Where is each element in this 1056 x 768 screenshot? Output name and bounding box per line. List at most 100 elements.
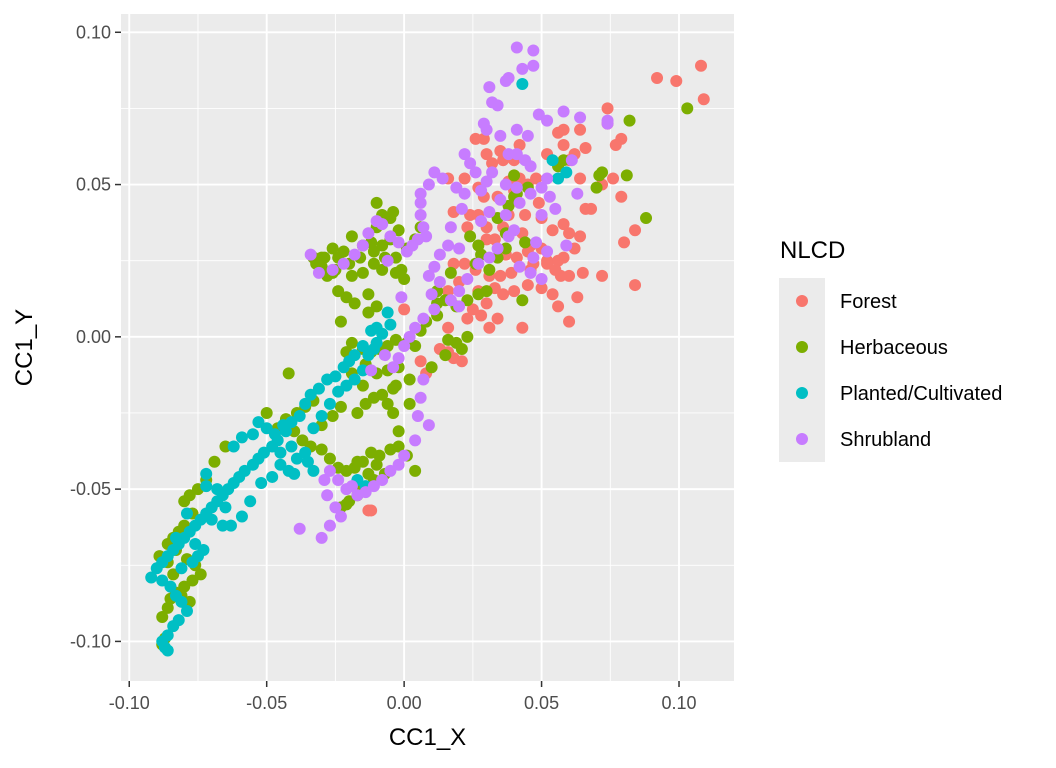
point-forest [574, 172, 587, 185]
point-shrubland [541, 172, 554, 185]
point-herbaceous [593, 169, 606, 182]
point-herbaceous [345, 269, 358, 282]
point-herbaceous [367, 245, 380, 258]
point-planted-cultivated [227, 440, 240, 453]
point-forest [497, 288, 510, 301]
point-planted-cultivated [301, 455, 314, 468]
point-forest [455, 355, 468, 368]
point-shrubland [521, 129, 534, 142]
point-shrubland [417, 373, 430, 386]
point-herbaceous [208, 455, 221, 468]
point-herbaceous [334, 315, 347, 328]
point-shrubland [469, 166, 482, 179]
point-shrubland [414, 187, 427, 200]
point-forest [651, 71, 664, 84]
point-shrubland [499, 178, 512, 191]
point-planted-cultivated [200, 467, 213, 480]
point-planted-cultivated [560, 166, 573, 179]
y-tick-label: -0.05 [70, 479, 111, 499]
point-shrubland [365, 364, 378, 377]
point-shrubland [535, 181, 548, 194]
point-planted-cultivated [356, 339, 369, 352]
point-shrubland [422, 419, 435, 432]
point-shrubland [293, 522, 306, 535]
point-shrubland [472, 257, 485, 270]
point-shrubland [422, 269, 435, 282]
point-forest [480, 297, 493, 310]
point-shrubland [392, 236, 405, 249]
point-shrubland [502, 148, 515, 161]
point-shrubland [527, 59, 540, 72]
point-planted-cultivated [376, 327, 389, 340]
legend-key-herbaceous [796, 341, 808, 353]
point-forest [510, 251, 523, 264]
point-shrubland [483, 251, 496, 264]
point-forest [458, 257, 471, 270]
point-planted-cultivated [348, 373, 361, 386]
point-herbaceous [362, 306, 375, 319]
point-shrubland [376, 473, 389, 486]
point-shrubland [494, 129, 507, 142]
point-planted-cultivated [255, 477, 268, 490]
point-planted-cultivated [356, 364, 369, 377]
point-herbaceous [389, 333, 402, 346]
point-forest [546, 288, 559, 301]
point-herbaceous [367, 257, 380, 270]
point-forest [557, 218, 570, 231]
legend-label-shrubland: Shrubland [840, 429, 931, 451]
point-shrubland [535, 209, 548, 222]
point-herbaceous [288, 425, 301, 438]
point-shrubland [414, 391, 427, 404]
point-herbaceous [472, 288, 485, 301]
point-herbaceous [640, 212, 653, 225]
point-herbaceous [167, 568, 180, 581]
point-shrubland [549, 202, 562, 215]
point-planted-cultivated [321, 373, 334, 386]
point-shrubland [425, 288, 438, 301]
point-herbaceous [186, 574, 199, 587]
point-herbaceous [340, 291, 353, 304]
point-herbaceous [373, 449, 386, 462]
point-forest [461, 312, 474, 325]
point-planted-cultivated [180, 507, 193, 520]
point-herbaceous [178, 580, 191, 593]
point-shrubland [571, 187, 584, 200]
point-shrubland [491, 242, 504, 255]
point-shrubland [329, 501, 342, 514]
point-shrubland [378, 349, 391, 362]
point-shrubland [321, 489, 334, 502]
point-forest [609, 138, 622, 151]
point-planted-cultivated [169, 531, 182, 544]
point-herbaceous [681, 102, 694, 115]
point-planted-cultivated [216, 519, 229, 532]
point-forest [477, 132, 490, 145]
point-herbaceous [156, 611, 169, 624]
point-herbaceous [392, 425, 405, 438]
point-planted-cultivated [315, 410, 328, 423]
legend-key-planted-cultivated [796, 387, 808, 399]
point-herbaceous [590, 181, 603, 194]
point-shrubland [312, 266, 325, 279]
y-axis: -0.10 -0.05 0.00 0.05 0.10 [70, 22, 121, 651]
point-shrubland [510, 41, 523, 54]
point-planted-cultivated [266, 470, 279, 483]
point-planted-cultivated [189, 537, 202, 550]
point-herbaceous [351, 406, 364, 419]
point-forest [519, 209, 532, 222]
point-forest [576, 266, 589, 279]
point-planted-cultivated [260, 422, 273, 435]
point-shrubland [436, 172, 449, 185]
point-forest [516, 321, 529, 334]
point-herbaceous [362, 467, 375, 480]
point-forest [480, 148, 493, 161]
point-forest [505, 266, 518, 279]
point-planted-cultivated [290, 452, 303, 465]
point-herbaceous [334, 400, 347, 413]
point-planted-cultivated [266, 440, 279, 453]
point-shrubland [455, 202, 468, 215]
point-herbaceous [620, 169, 633, 182]
point-planted-cultivated [299, 446, 312, 459]
point-herbaceous [370, 196, 383, 209]
point-forest [563, 227, 576, 240]
point-shrubland [508, 224, 521, 237]
